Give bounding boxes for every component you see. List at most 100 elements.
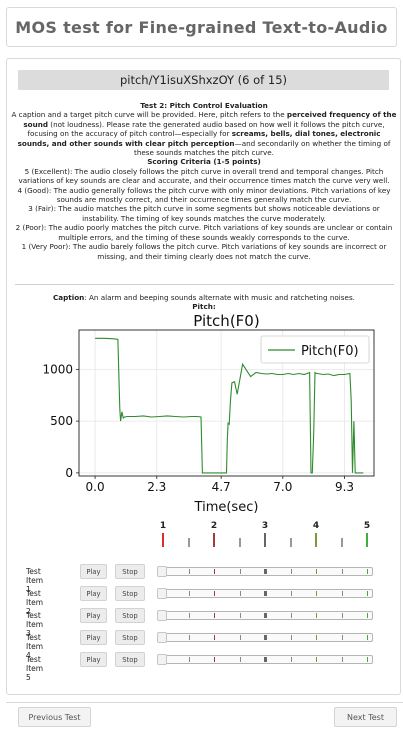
scale-marker bbox=[162, 533, 164, 547]
scale-marker bbox=[213, 533, 215, 547]
x-tick-label: 4.7 bbox=[212, 480, 231, 494]
x-axis-label: Time(sec) bbox=[194, 500, 259, 515]
y-tick-label: 500 bbox=[50, 414, 73, 428]
caption-text: : An alarm and beeping sounds alternate … bbox=[84, 293, 355, 302]
test-item-label: Test Item 5 bbox=[26, 655, 44, 682]
criteria-3: 3 (Fair): The audio matches the pitch cu… bbox=[28, 204, 380, 223]
slider-tick bbox=[214, 613, 216, 618]
stop-button[interactable]: Stop bbox=[115, 652, 145, 667]
scale-marker bbox=[187, 538, 190, 547]
slider-tick bbox=[214, 657, 216, 662]
slider-tick bbox=[188, 657, 190, 662]
pitch-chart: Pitch(F0) 0.0 2.3 4.7 7.0 9.3 0 500 1000 Time(sec… bbox=[42, 312, 375, 515]
slider-tick bbox=[188, 635, 190, 640]
x-tick-label: 2.3 bbox=[147, 480, 166, 494]
previous-test-button[interactable]: Previous Test bbox=[18, 707, 91, 727]
nav-bar bbox=[6, 702, 403, 733]
slider-tick bbox=[316, 613, 318, 618]
slider-tick bbox=[239, 657, 241, 662]
slider-tick bbox=[214, 635, 216, 640]
stop-button[interactable]: Stop bbox=[115, 564, 145, 579]
test-panel: pitch/Y1isuXShxzOY (6 of 15) Test 2: Pit… bbox=[6, 58, 401, 695]
slider-tick bbox=[214, 591, 216, 596]
instructions: Test 2: Pitch Control Evaluation A capti… bbox=[11, 101, 397, 261]
slider-tick bbox=[367, 591, 369, 596]
x-tick-label: 0.0 bbox=[86, 480, 105, 494]
slider-tick bbox=[239, 591, 241, 596]
slider-tick bbox=[264, 591, 267, 596]
page-title: MOS test for Fine-grained Text-to-Audio bbox=[15, 17, 388, 37]
slider-handle[interactable] bbox=[157, 588, 167, 599]
caption: Caption: An alarm and beeping sounds alt… bbox=[11, 293, 397, 302]
play-button[interactable]: Play bbox=[80, 564, 107, 579]
slider-tick bbox=[239, 569, 241, 574]
scale-marker bbox=[264, 533, 266, 547]
slider-tick bbox=[367, 635, 369, 640]
criteria-5: 5 (Excellent): The audio closely follows… bbox=[18, 166, 390, 186]
scale-marker bbox=[289, 538, 292, 547]
slider-handle[interactable] bbox=[157, 632, 167, 643]
scale-label: 3 bbox=[261, 521, 269, 531]
test-item-label: Test Item 1 bbox=[26, 567, 44, 594]
slider-tick bbox=[290, 613, 292, 618]
slider-tick bbox=[290, 635, 292, 640]
slider-tick bbox=[188, 569, 190, 574]
stop-button[interactable]: Stop bbox=[115, 586, 145, 601]
play-button[interactable]: Play bbox=[80, 630, 107, 645]
slider-tick bbox=[188, 613, 190, 618]
scale-label: 1 bbox=[159, 521, 167, 531]
slider-tick bbox=[316, 591, 318, 596]
slider-tick bbox=[367, 613, 369, 618]
scale-marker bbox=[238, 538, 241, 547]
scale-label: 2 bbox=[210, 521, 218, 531]
slider-tick bbox=[367, 569, 369, 574]
criteria-2: 2 (Poor): The audio poorly matches the p… bbox=[15, 223, 393, 242]
rating-slider[interactable] bbox=[157, 632, 373, 643]
slider-tick bbox=[341, 657, 343, 662]
play-button[interactable]: Play bbox=[80, 608, 107, 623]
y-tick-label: 1000 bbox=[42, 362, 73, 376]
y-tick-label: 0 bbox=[65, 466, 73, 480]
test-item-label: Test Item 2 bbox=[26, 589, 44, 616]
criteria-1: 1 (Very Poor): The audio barely follows … bbox=[21, 242, 387, 261]
legend-label: Pitch(F0) bbox=[301, 344, 359, 359]
test-item-label: Test Item 3 bbox=[26, 611, 44, 638]
slider-tick bbox=[239, 613, 241, 618]
criteria-4: 4 (Good): The audio generally follows th… bbox=[17, 185, 391, 205]
slider-tick bbox=[316, 657, 318, 662]
slider-tick bbox=[316, 569, 318, 574]
next-test-button[interactable]: Next Test bbox=[334, 707, 397, 727]
scale-label: 4 bbox=[312, 521, 320, 531]
play-button[interactable]: Play bbox=[80, 652, 107, 667]
slider-tick bbox=[367, 657, 369, 662]
scale-marker bbox=[340, 538, 343, 547]
slider-tick bbox=[290, 657, 292, 662]
slider-tick bbox=[341, 569, 343, 574]
stop-button[interactable]: Stop bbox=[115, 630, 145, 645]
scale-label: 5 bbox=[363, 521, 371, 531]
rating-slider[interactable] bbox=[157, 654, 373, 665]
slider-tick bbox=[341, 635, 343, 640]
slider-tick bbox=[264, 635, 267, 640]
rating-slider[interactable] bbox=[157, 566, 373, 577]
x-tick-label: 9.3 bbox=[335, 480, 354, 494]
slider-handle[interactable] bbox=[157, 566, 167, 577]
rating-slider[interactable] bbox=[157, 610, 373, 621]
plot-frame bbox=[78, 329, 375, 477]
slider-tick bbox=[239, 635, 241, 640]
pitch-series-line bbox=[95, 337, 364, 474]
play-button[interactable]: Play bbox=[80, 586, 107, 601]
instructions-heading: Test 2: Pitch Control Evaluation bbox=[140, 101, 268, 110]
slider-tick bbox=[214, 569, 216, 574]
slider-handle[interactable] bbox=[157, 654, 167, 665]
page-title-box: MOS test for Fine-grained Text-to-Audio bbox=[6, 7, 397, 47]
slider-tick bbox=[316, 635, 318, 640]
slider-handle[interactable] bbox=[157, 610, 167, 621]
slider-tick bbox=[290, 591, 292, 596]
rating-slider[interactable] bbox=[157, 588, 373, 599]
x-tick-label: 7.0 bbox=[273, 480, 292, 494]
stop-button[interactable]: Stop bbox=[115, 608, 145, 623]
scale-marker bbox=[315, 533, 317, 547]
item-header: pitch/Y1isuXShxzOY (6 of 15) bbox=[18, 70, 389, 90]
criteria-heading: Scoring Criteria (1-5 points) bbox=[147, 157, 261, 167]
